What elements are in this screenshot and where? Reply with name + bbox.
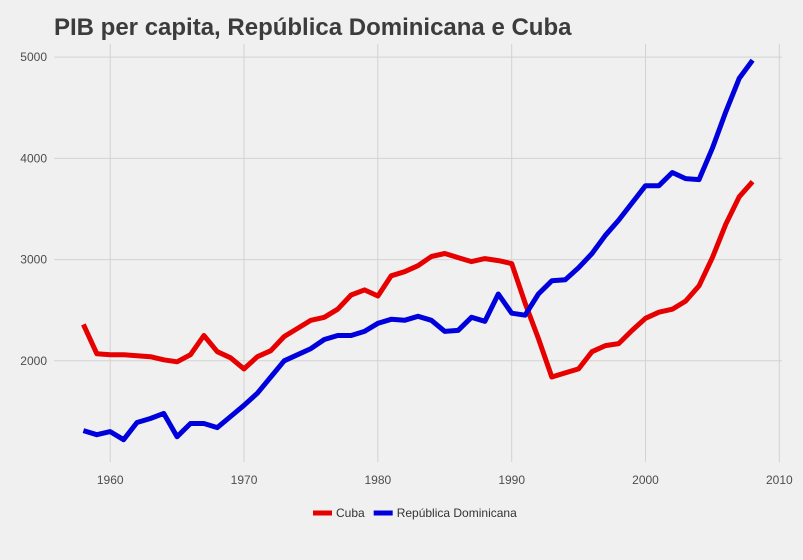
x-tick-label: 1980 [365,473,392,487]
x-tick-label: 1960 [97,473,124,487]
series-line-republica-dominicana [82,58,755,443]
x-tick-label: 1970 [231,473,258,487]
y-tick-label: 2000 [20,354,47,368]
series-lines [81,58,755,443]
legend: Cuba República Dominicana [313,506,517,520]
axis-tick-labels: 1960 1970 1980 1990 2000 2010 2000 3000 4000 5000 [20,50,793,487]
chart-title: PIB per capita, República Dominicana e C… [54,14,572,41]
y-tick-label: 4000 [20,151,47,165]
x-tick-label: 2000 [632,473,659,487]
x-tick-label: 1990 [498,473,525,487]
y-tick-label: 3000 [20,253,47,267]
x-tick-label: 2010 [766,473,793,487]
y-tick-label: 5000 [20,50,47,64]
grid-lines [54,44,782,462]
legend-label-cuba: Cuba [336,506,365,520]
legend-label-republica-dominicana: República Dominicana [397,506,517,520]
series-line-cuba [81,179,755,380]
